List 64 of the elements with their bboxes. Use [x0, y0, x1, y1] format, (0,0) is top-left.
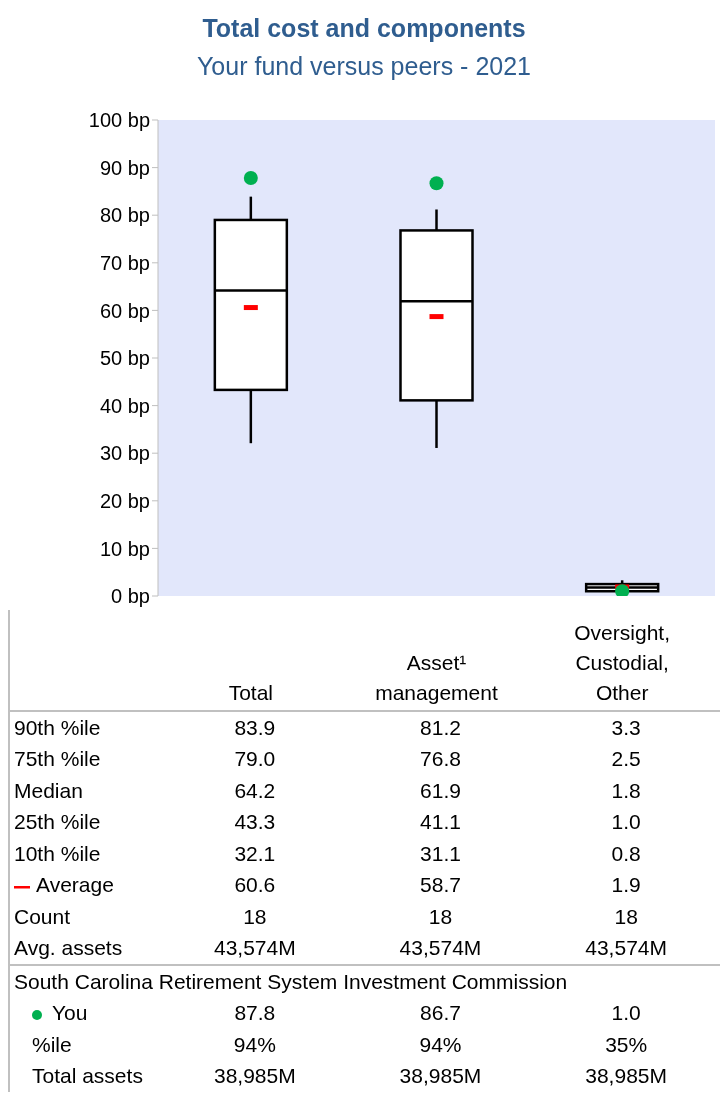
text: 18 — [427, 904, 454, 929]
text: 25th %ile — [13, 810, 102, 835]
y-tick-label: 0 bp — [111, 585, 150, 608]
y-tick-label: 10 bp — [99, 537, 150, 560]
y-tick-label: 40 bp — [99, 394, 150, 417]
x-tick-label: Oversight, Custodial, Other — [573, 620, 671, 706]
text: 75th %ile — [13, 747, 102, 772]
legend-title: South Carolina Retirement System Investment Commission — [10, 964, 720, 998]
text: 94% — [232, 1032, 277, 1057]
text: 31.1 — [419, 841, 462, 866]
text: 1.9 — [610, 873, 642, 898]
text: Total assets — [31, 1064, 143, 1088]
y-tick-label: 50 bp — [99, 347, 150, 370]
legend-label: Average — [35, 873, 114, 897]
chart-title: Total cost and components — [201, 14, 527, 43]
text: 94% — [418, 1032, 463, 1057]
text: 43,574M — [584, 936, 668, 961]
text: 41.1 — [419, 810, 462, 835]
text: 1.0 — [610, 810, 642, 835]
text: 64.2 — [233, 778, 277, 803]
text: 90th %ile — [13, 715, 102, 740]
text: 38,985M — [212, 1064, 297, 1089]
text: 32.1 — [233, 841, 277, 866]
text: 38,985M — [398, 1064, 483, 1089]
point — [615, 584, 630, 596]
x-tick-label: Total — [228, 680, 273, 706]
y-tick-label: 30 bp — [99, 442, 150, 465]
text: 43,574M — [398, 936, 483, 961]
text: 60.6 — [233, 873, 277, 898]
y-tick-label: 100 bp — [88, 109, 150, 132]
text: 43.3 — [233, 810, 277, 835]
text: 83.9 — [233, 715, 277, 740]
text: 43,574M — [212, 936, 297, 961]
text: 1.8 — [610, 778, 642, 803]
text: 3.3 — [610, 715, 642, 740]
text: 35% — [604, 1032, 649, 1057]
text: 18 — [242, 904, 268, 929]
y-tick-label: 80 bp — [99, 204, 150, 227]
text: 76.8 — [419, 747, 462, 772]
y-tick-label: 20 bp — [99, 489, 150, 512]
text: 38,985M — [584, 1064, 668, 1089]
text: 61.9 — [419, 778, 462, 803]
text: 10th %ile — [13, 841, 102, 866]
text: Median — [13, 778, 84, 803]
text: 18 — [613, 904, 639, 929]
text: 87.8 — [233, 1001, 277, 1026]
text: 86.7 — [419, 1001, 462, 1026]
y-tick-label: 60 bp — [99, 299, 150, 322]
chart-subtitle: Your fund versus peers - 2021 — [196, 52, 532, 81]
point — [243, 171, 258, 186]
text: 58.7 — [419, 873, 462, 898]
text: 2.5 — [610, 747, 642, 772]
text: Avg. assets — [13, 936, 124, 961]
text: 0.8 — [610, 841, 642, 866]
point — [429, 176, 444, 191]
text: %ile — [31, 1032, 72, 1056]
text: Count — [13, 904, 72, 929]
y-tick-label: 90 bp — [99, 156, 150, 179]
text: 79.0 — [233, 747, 277, 772]
legend-label: You — [51, 1001, 88, 1025]
text: 81.2 — [419, 715, 462, 740]
y-tick-label: 70 bp — [99, 251, 150, 274]
text: 1.0 — [610, 1001, 642, 1026]
x-tick-label: Asset¹ management — [374, 650, 499, 706]
